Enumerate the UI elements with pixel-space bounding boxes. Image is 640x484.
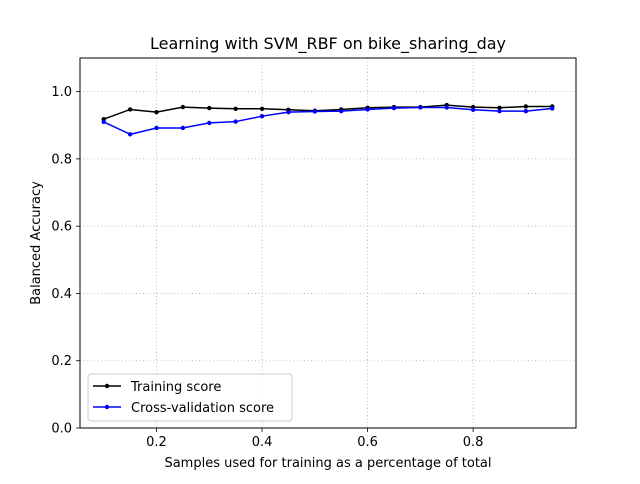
- data-point-cross-validation-score: [259, 113, 265, 119]
- data-point-cross-validation-score: [523, 108, 529, 114]
- x-axis-ticks: 0.2 0.4 0.6 0.8: [146, 428, 483, 450]
- x-tick-label: 0.6: [357, 435, 378, 450]
- series-training-score: [101, 102, 555, 122]
- legend-marker-cross-validation: [104, 404, 110, 410]
- y-tick-label: 0.0: [51, 422, 72, 437]
- legend-marker-training: [104, 383, 110, 389]
- y-tick-label: 0.4: [51, 287, 72, 302]
- data-point-cross-validation-score: [233, 119, 238, 124]
- plot-frame: [79, 57, 577, 429]
- data-point-training-score: [180, 104, 186, 110]
- y-tick-label: 0.8: [51, 152, 72, 167]
- y-axis-label: Balanced Accuracy: [29, 181, 44, 305]
- x-tick-label: 0.8: [463, 435, 484, 450]
- data-point-cross-validation-score: [418, 105, 423, 110]
- legend-label-cross-validation: Cross-validation score: [131, 401, 274, 416]
- data-point-training-score: [523, 104, 529, 109]
- data-point-cross-validation-score: [497, 108, 502, 114]
- data-point-cross-validation-score: [286, 109, 291, 115]
- data-point-cross-validation-score: [391, 105, 397, 111]
- legend-label-training: Training score: [130, 380, 221, 395]
- data-point-training-score: [233, 106, 238, 111]
- data-point-cross-validation-score: [550, 106, 555, 111]
- data-point-cross-validation-score: [444, 105, 449, 110]
- data-point-training-score: [497, 105, 502, 110]
- series-cross-validation-score: [101, 105, 555, 137]
- series-line-cross-validation-score: [103, 106, 553, 136]
- legend: Training score Cross-validation score: [87, 373, 293, 422]
- x-tick-label: 0.2: [146, 435, 167, 450]
- data-point-cross-validation-score: [154, 125, 159, 131]
- x-axis-label: Samples used for training as a percentag…: [164, 456, 491, 471]
- y-axis-ticks: 0.0 0.2 0.4 0.6 0.8 1.0: [51, 85, 80, 437]
- plot-area: [80, 58, 576, 428]
- series-lines: [101, 102, 555, 137]
- data-point-cross-validation-score: [312, 109, 318, 114]
- data-point-cross-validation-score: [101, 119, 106, 125]
- x-tick-label: 0.4: [252, 435, 273, 450]
- y-tick-label: 0.6: [51, 220, 72, 235]
- data-point-cross-validation-score: [127, 132, 133, 137]
- legend-box: [87, 373, 293, 422]
- data-point-training-score: [207, 105, 212, 111]
- data-point-training-score: [154, 109, 159, 115]
- y-tick-label: 1.0: [51, 85, 72, 100]
- chart-title: Learning with SVM_RBF on bike_sharing_da…: [150, 34, 506, 54]
- data-point-cross-validation-score: [180, 125, 186, 131]
- data-point-cross-validation-score: [207, 120, 212, 126]
- data-point-cross-validation-score: [365, 107, 370, 112]
- data-point-training-score: [127, 107, 133, 112]
- y-tick-label: 0.2: [51, 354, 72, 369]
- series-line-training-score: [103, 104, 553, 120]
- data-point-cross-validation-score: [338, 108, 344, 114]
- data-point-cross-validation-score: [470, 107, 476, 113]
- data-point-training-score: [259, 106, 265, 111]
